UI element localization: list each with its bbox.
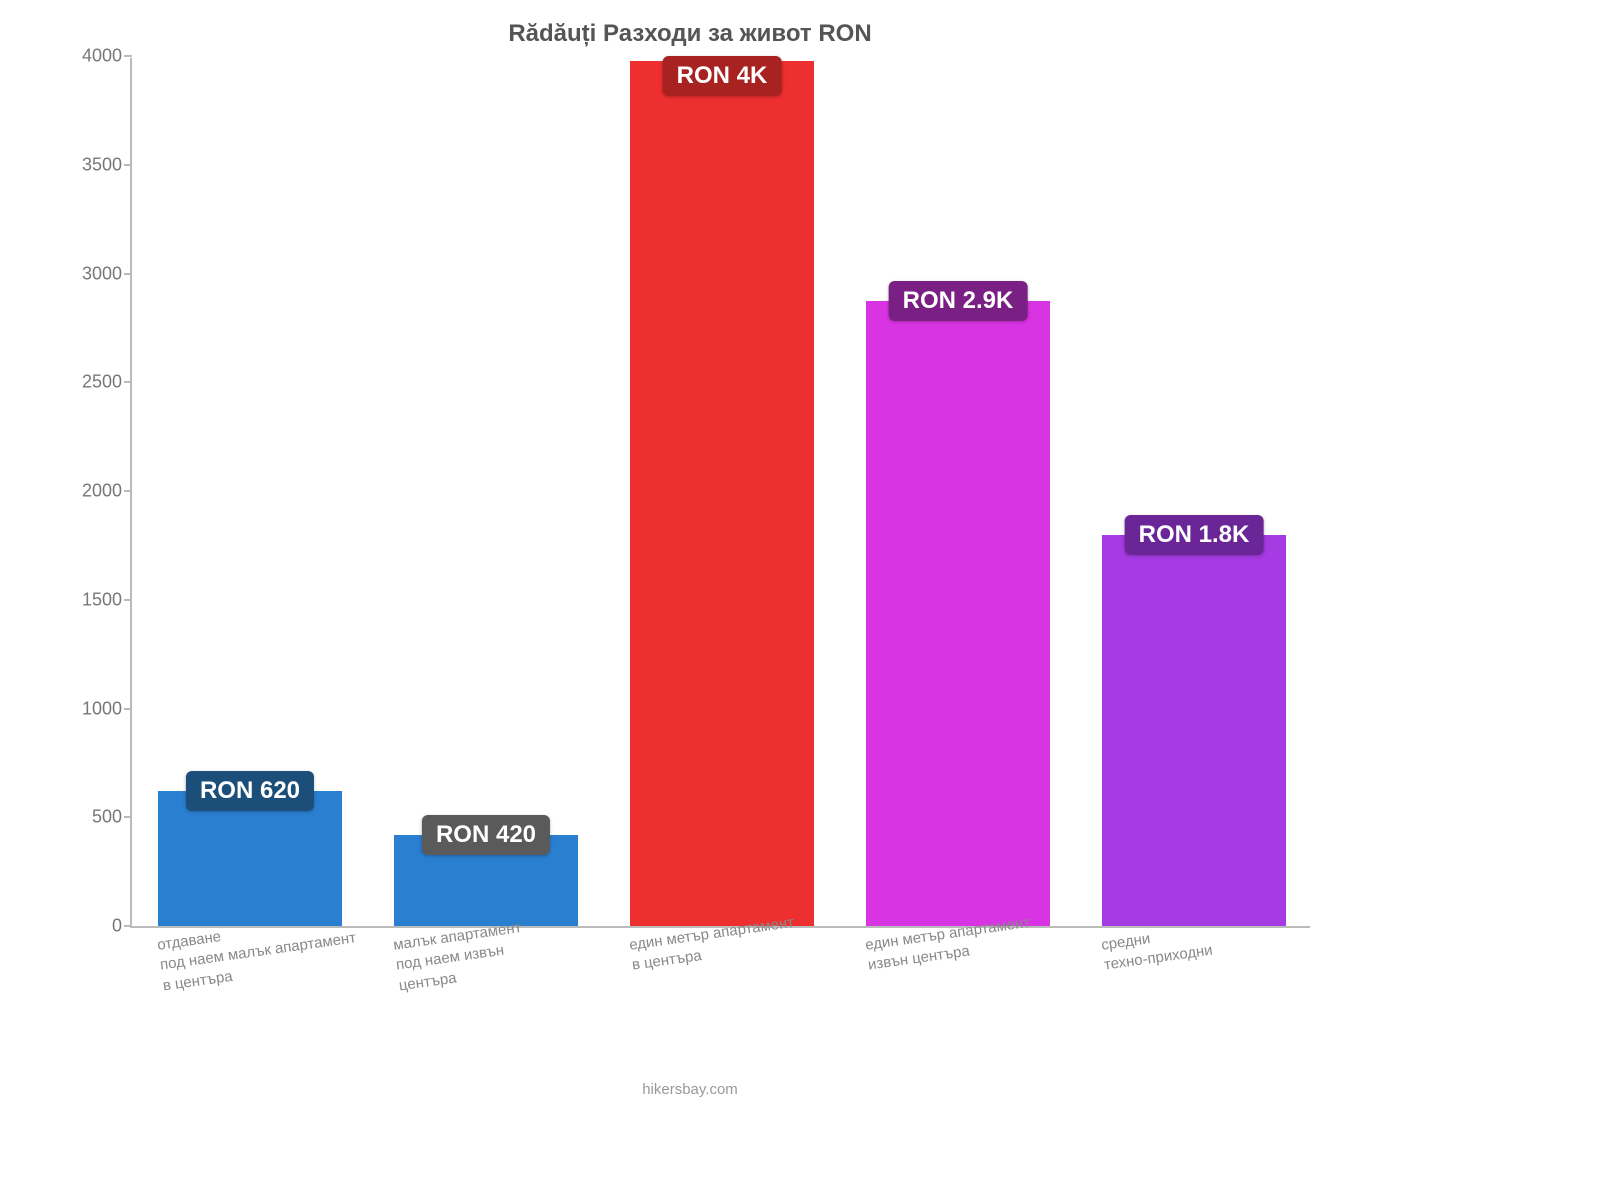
y-tick-label: 3000: [67, 263, 122, 284]
credit-text: hikersbay.com: [50, 1081, 1330, 1098]
y-tick-label: 0: [67, 916, 122, 937]
x-tick-label: средни техно-приходни: [1100, 921, 1214, 976]
x-axis-labels: отдаване под наем малък апартамент в цен…: [130, 928, 1310, 1028]
bar: [866, 301, 1050, 926]
y-tick-mark: [124, 925, 132, 927]
y-tick-mark: [124, 273, 132, 275]
bar: [1102, 535, 1286, 927]
y-tick-mark: [124, 708, 132, 710]
y-tick-mark: [124, 381, 132, 383]
y-tick-label: 2000: [67, 481, 122, 502]
cost-of-living-chart: Rădăuți Разходи за живот RON 05001000150…: [50, 20, 1330, 1060]
y-tick-mark: [124, 490, 132, 492]
y-tick-label: 3500: [67, 154, 122, 175]
y-tick-label: 1000: [67, 698, 122, 719]
y-tick-label: 500: [67, 807, 122, 828]
bar-value-label: RON 620: [186, 771, 314, 811]
y-tick-mark: [124, 599, 132, 601]
chart-title: Rădăuți Разходи за живот RON: [50, 20, 1330, 48]
y-tick-label: 4000: [67, 46, 122, 67]
bar: [158, 791, 342, 926]
x-tick-label: малък апартамент под наем извън центъра: [392, 918, 528, 996]
bar-value-label: RON 4K: [663, 56, 782, 96]
plot-area: 05001000150020002500300035004000RON 620R…: [130, 58, 1310, 928]
bar: [630, 61, 814, 926]
y-tick-mark: [124, 164, 132, 166]
y-tick-mark: [124, 55, 132, 57]
bar-value-label: RON 2.9K: [889, 281, 1028, 321]
y-tick-label: 1500: [67, 589, 122, 610]
y-tick-mark: [124, 816, 132, 818]
y-tick-label: 2500: [67, 372, 122, 393]
bar-value-label: RON 1.8K: [1125, 515, 1264, 555]
bar-value-label: RON 420: [422, 815, 550, 855]
